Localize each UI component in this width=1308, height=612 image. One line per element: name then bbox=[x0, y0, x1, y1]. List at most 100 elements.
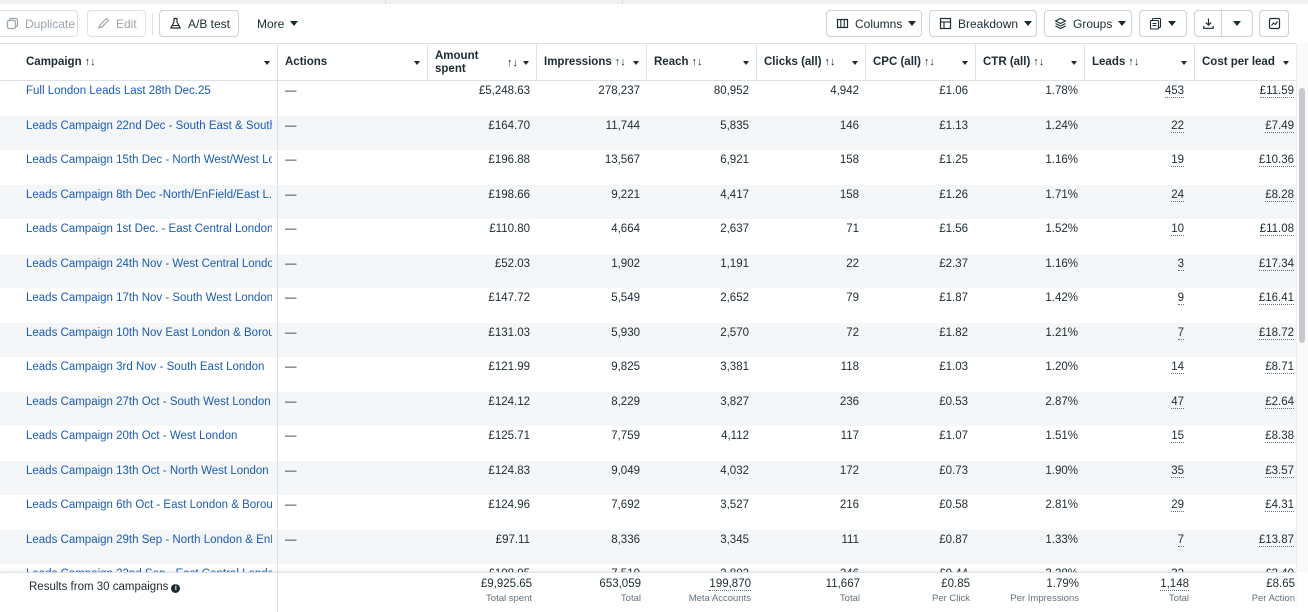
col-leads[interactable]: Leads ↑↓ bbox=[1085, 44, 1195, 81]
export-button[interactable] bbox=[1194, 10, 1222, 37]
campaign-name-link[interactable]: Leads Campaign 1st Dec. - East Central L… bbox=[26, 223, 272, 235]
cost-per-lead-cell[interactable]: £8.71 bbox=[1265, 361, 1294, 374]
leads-cell[interactable]: 7 bbox=[1177, 326, 1184, 340]
sort-icon[interactable]: ↑↓ bbox=[691, 56, 703, 68]
campaign-name-link[interactable]: Leads Campaign 29th Sep - North London &… bbox=[26, 533, 272, 546]
sort-icon[interactable]: ↑↓ bbox=[824, 56, 836, 68]
col-cpc[interactable]: CPC (all) ↑↓ bbox=[866, 44, 976, 81]
col-reach[interactable]: Reach ↑↓ bbox=[647, 44, 757, 81]
col-impressions[interactable]: Impressions ↑↓ bbox=[537, 44, 647, 81]
col-clicks[interactable]: Clicks (all) ↑↓ bbox=[757, 44, 866, 81]
campaign-name-link[interactable]: Leads Campaign 24th Nov - West Central L… bbox=[26, 257, 272, 270]
cost-per-lead-cell[interactable]: £3.57 bbox=[1265, 464, 1294, 478]
columns-button[interactable]: Columns bbox=[826, 10, 922, 37]
edit-button[interactable]: Edit bbox=[87, 10, 146, 37]
campaign-name-link[interactable]: Leads Campaign 6th Oct - East London & B… bbox=[26, 499, 272, 511]
campaign-name-link[interactable]: Leads Campaign 15th Dec - North West/Wes… bbox=[26, 154, 272, 166]
duplicate-button[interactable]: Duplicate bbox=[0, 10, 78, 37]
campaign-name-link[interactable]: Leads Campaign 27th Oct - South West Lon… bbox=[26, 395, 271, 408]
chart-panel-button[interactable] bbox=[1259, 10, 1289, 37]
leads-cell[interactable]: 35 bbox=[1171, 464, 1184, 478]
reports-button[interactable] bbox=[1139, 10, 1187, 37]
info-icon[interactable]: i bbox=[171, 584, 181, 593]
cost-per-lead-cell[interactable]: £18.72 bbox=[1258, 326, 1294, 340]
col-amount-spent[interactable]: Amount spent ↑↓ bbox=[428, 44, 537, 81]
leads-cell[interactable]: 22 bbox=[1171, 119, 1184, 133]
table-row[interactable]: Leads Campaign 20th Oct - West London — £1… bbox=[0, 426, 1296, 461]
cost-per-lead-cell[interactable]: £2.64 bbox=[1265, 395, 1294, 409]
leads-cell[interactable]: 3 bbox=[1177, 257, 1184, 271]
leads-cell[interactable]: 19 bbox=[1171, 154, 1184, 167]
leads-cell[interactable]: 15 bbox=[1171, 430, 1184, 443]
cost-per-lead-cell[interactable]: £13.87 bbox=[1258, 533, 1294, 547]
leads-cell[interactable]: 7 bbox=[1177, 533, 1184, 547]
chevron-down-icon[interactable] bbox=[264, 60, 270, 65]
sort-icon[interactable]: ↑↓ bbox=[84, 56, 96, 68]
cost-per-lead-cell[interactable]: £16.41 bbox=[1258, 292, 1294, 305]
chevron-down-icon[interactable] bbox=[523, 60, 529, 65]
leads-cell[interactable]: 453 bbox=[1164, 85, 1184, 98]
table-row[interactable]: Leads Campaign 13th Oct - North West Lon… bbox=[0, 460, 1296, 495]
export-dropdown-button[interactable] bbox=[1221, 10, 1253, 37]
campaign-name-link[interactable]: Leads Campaign 22nd Dec - South East & S… bbox=[26, 119, 272, 132]
chevron-down-icon[interactable] bbox=[1181, 60, 1187, 65]
cost-per-lead-cell[interactable]: £11.59 bbox=[1259, 85, 1294, 98]
table-row[interactable]: Leads Campaign 22nd Dec - South East & S… bbox=[0, 115, 1296, 150]
campaign-name-link[interactable]: Leads Campaign 13th Oct - North West Lon… bbox=[26, 464, 269, 477]
table-row[interactable]: Leads Campaign 1st Dec. - East Central L… bbox=[0, 219, 1296, 254]
scrollbar-thumb[interactable] bbox=[1299, 88, 1305, 343]
chevron-down-icon[interactable] bbox=[633, 60, 639, 65]
campaign-name-link[interactable]: Full London Leads Last 28th Dec.25 bbox=[26, 85, 211, 97]
table-row[interactable]: Leads Campaign 24th Nov - West Central L… bbox=[0, 253, 1296, 288]
more-button[interactable]: More bbox=[248, 10, 306, 37]
sort-icon[interactable]: ↑↓ bbox=[923, 56, 935, 68]
groups-button[interactable]: Groups bbox=[1044, 10, 1132, 37]
cost-per-lead-cell[interactable]: £10.36 bbox=[1258, 154, 1294, 167]
cost-per-lead-cell[interactable]: £17.34 bbox=[1258, 257, 1294, 271]
table-row[interactable]: Leads Campaign 15th Dec - North West/Wes… bbox=[0, 150, 1296, 185]
col-ctr[interactable]: CTR (all) ↑↓ bbox=[976, 44, 1085, 81]
chevron-down-icon[interactable] bbox=[1071, 60, 1077, 65]
summary-reach[interactable]: 199,870 Meta Accounts bbox=[688, 578, 751, 604]
summary-leads[interactable]: 1,148 Total bbox=[1160, 578, 1189, 604]
table-row[interactable]: Leads Campaign 17th Nov - South West Lon… bbox=[0, 288, 1296, 323]
campaign-name-link[interactable]: Leads Campaign 10th Nov East London & Bo… bbox=[26, 326, 272, 339]
vertical-scrollbar[interactable] bbox=[1296, 43, 1308, 572]
table-row[interactable]: Leads Campaign 3rd Nov - South East Lond… bbox=[0, 357, 1296, 392]
chevron-down-icon[interactable] bbox=[743, 60, 749, 65]
col-campaign[interactable]: Campaign ↑↓ bbox=[0, 44, 278, 81]
chevron-down-icon[interactable] bbox=[962, 60, 968, 65]
ab-test-button[interactable]: A/B test bbox=[159, 10, 239, 37]
sort-icon[interactable]: ↑↓ bbox=[1033, 56, 1045, 68]
breakdown-button[interactable]: Breakdown bbox=[929, 10, 1037, 37]
campaign-name-link[interactable]: Leads Campaign 20th Oct - West London bbox=[26, 430, 238, 442]
col-cost-per-lead[interactable]: Cost per lead↑↓ bbox=[1195, 44, 1296, 81]
chevron-down-icon[interactable] bbox=[414, 60, 420, 65]
cost-per-lead-cell[interactable]: £7.49 bbox=[1265, 119, 1294, 133]
leads-cell[interactable]: 32 bbox=[1084, 565, 1184, 572]
table-row[interactable]: Leads Campaign 6th Oct - East London & B… bbox=[0, 495, 1296, 530]
leads-cell[interactable]: 9 bbox=[1177, 292, 1184, 305]
campaign-name-link[interactable]: Leads Campaign 17th Nov - South West Lon… bbox=[26, 292, 272, 304]
cost-per-lead-cell[interactable]: £8.28 bbox=[1265, 188, 1294, 202]
table-row[interactable]: Leads Campaign 29th Sep - North London &… bbox=[0, 529, 1296, 564]
cost-per-lead-cell[interactable]: £3.40 bbox=[1194, 565, 1294, 572]
campaign-name-link[interactable]: Leads Campaign 3rd Nov - South East Lond… bbox=[26, 361, 265, 373]
table-row[interactable]: Full London Leads Last 28th Dec.25 — £5,24… bbox=[0, 81, 1296, 116]
cost-per-lead-cell[interactable]: £11.08 bbox=[1259, 223, 1294, 236]
col-actions[interactable]: Actions bbox=[278, 44, 428, 81]
leads-cell[interactable]: 47 bbox=[1171, 395, 1184, 409]
chevron-down-icon[interactable] bbox=[1283, 60, 1289, 65]
leads-cell[interactable]: 14 bbox=[1171, 361, 1184, 374]
leads-cell[interactable]: 24 bbox=[1171, 188, 1184, 202]
cost-per-lead-cell[interactable]: £8.38 bbox=[1265, 430, 1294, 443]
sort-icon[interactable]: ↑↓ bbox=[1128, 56, 1140, 68]
table-row[interactable]: Leads Campaign 8th Dec -North/EnField/Ea… bbox=[0, 184, 1296, 219]
leads-cell[interactable]: 29 bbox=[1171, 499, 1184, 512]
table-row[interactable]: Leads Campaign 10th Nov East London & Bo… bbox=[0, 322, 1296, 357]
leads-cell[interactable]: 10 bbox=[1171, 223, 1184, 236]
table-row[interactable]: Leads Campaign 27th Oct - South West Lon… bbox=[0, 391, 1296, 426]
cost-per-lead-cell[interactable]: £4.31 bbox=[1265, 499, 1294, 512]
sort-icon[interactable]: ↑↓ bbox=[614, 56, 626, 68]
sort-icon[interactable]: ↑↓ bbox=[507, 56, 518, 69]
